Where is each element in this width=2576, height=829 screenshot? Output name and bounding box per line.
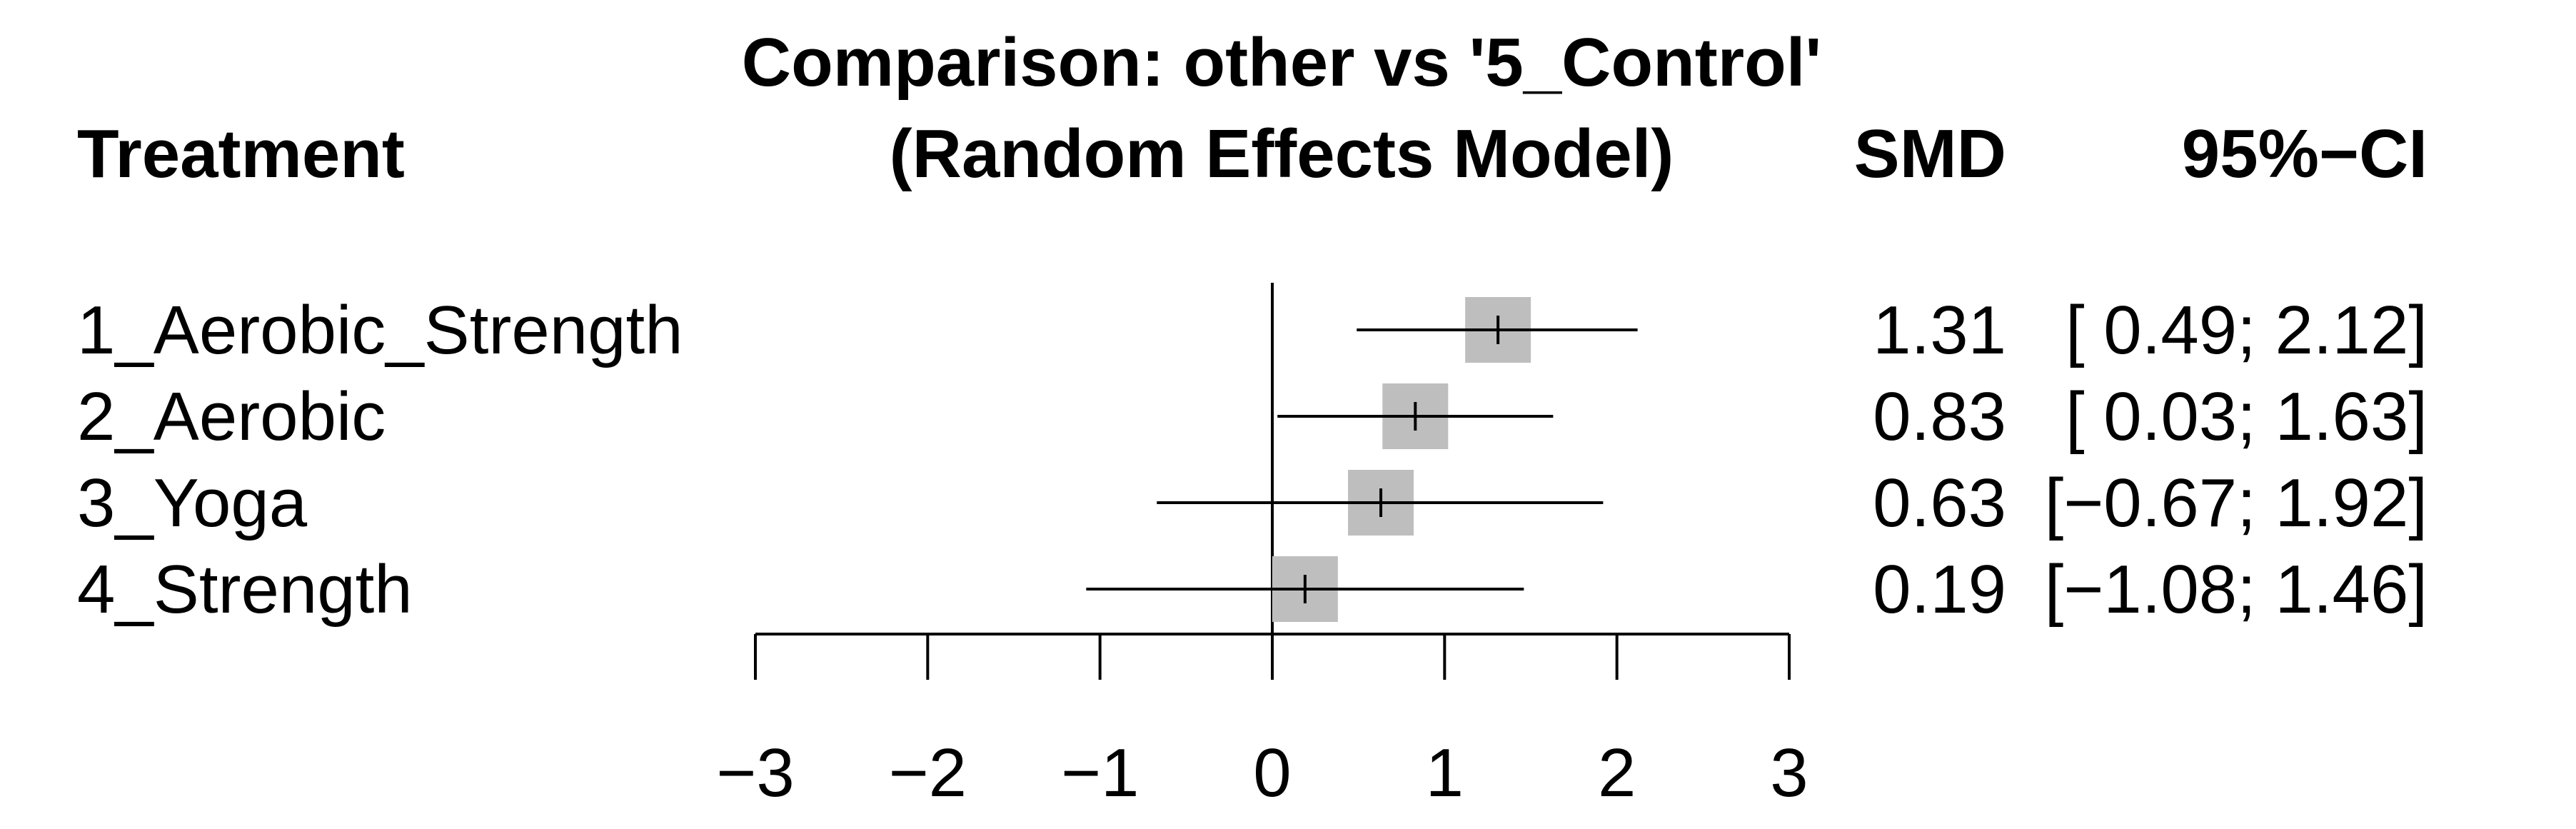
x-tick-label: −1	[1061, 735, 1139, 811]
smd-value: 0.19	[1873, 551, 2006, 628]
ci-value: [ 0.03; 1.63]	[2066, 378, 2427, 455]
x-tick-label: −2	[889, 735, 967, 811]
row-label: 3_Yoga	[77, 465, 308, 541]
header-ci: 95%−CI	[2182, 116, 2427, 192]
x-tick-label: 0	[1253, 735, 1291, 811]
chart-title-line1: Comparison: other vs '5_Control'	[742, 24, 1822, 101]
ci-value: [ 0.49; 2.12]	[2066, 292, 2427, 368]
smd-value: 0.83	[1873, 378, 2006, 455]
row-label: 4_Strength	[77, 551, 413, 628]
forest-row: 3_Yoga 0.63 [−0.67; 1.92]	[77, 465, 2427, 541]
x-tick-label: 1	[1426, 735, 1464, 811]
forest-row: 4_Strength 0.19 [−1.08; 1.46]	[77, 551, 2427, 628]
x-tick-label: 3	[1770, 735, 1808, 811]
row-label: 2_Aerobic	[77, 378, 386, 455]
x-tick-label: 2	[1598, 735, 1636, 811]
x-tick-label: −3	[716, 735, 794, 811]
ci-value: [−0.67; 1.92]	[2045, 465, 2427, 541]
chart-title-line2: (Random Effects Model)	[890, 116, 1674, 192]
header-treatment: Treatment	[77, 116, 405, 192]
row-label: 1_Aerobic_Strength	[77, 292, 683, 368]
smd-value: 1.31	[1873, 292, 2006, 368]
forest-row: 1_Aerobic_Strength 1.31 [ 0.49; 2.12]	[77, 292, 2427, 368]
header-smd: SMD	[1854, 116, 2006, 192]
smd-value: 0.63	[1873, 465, 2006, 541]
forest-row: 2_Aerobic 0.83 [ 0.03; 1.63]	[77, 378, 2427, 455]
ci-value: [−1.08; 1.46]	[2045, 551, 2427, 628]
